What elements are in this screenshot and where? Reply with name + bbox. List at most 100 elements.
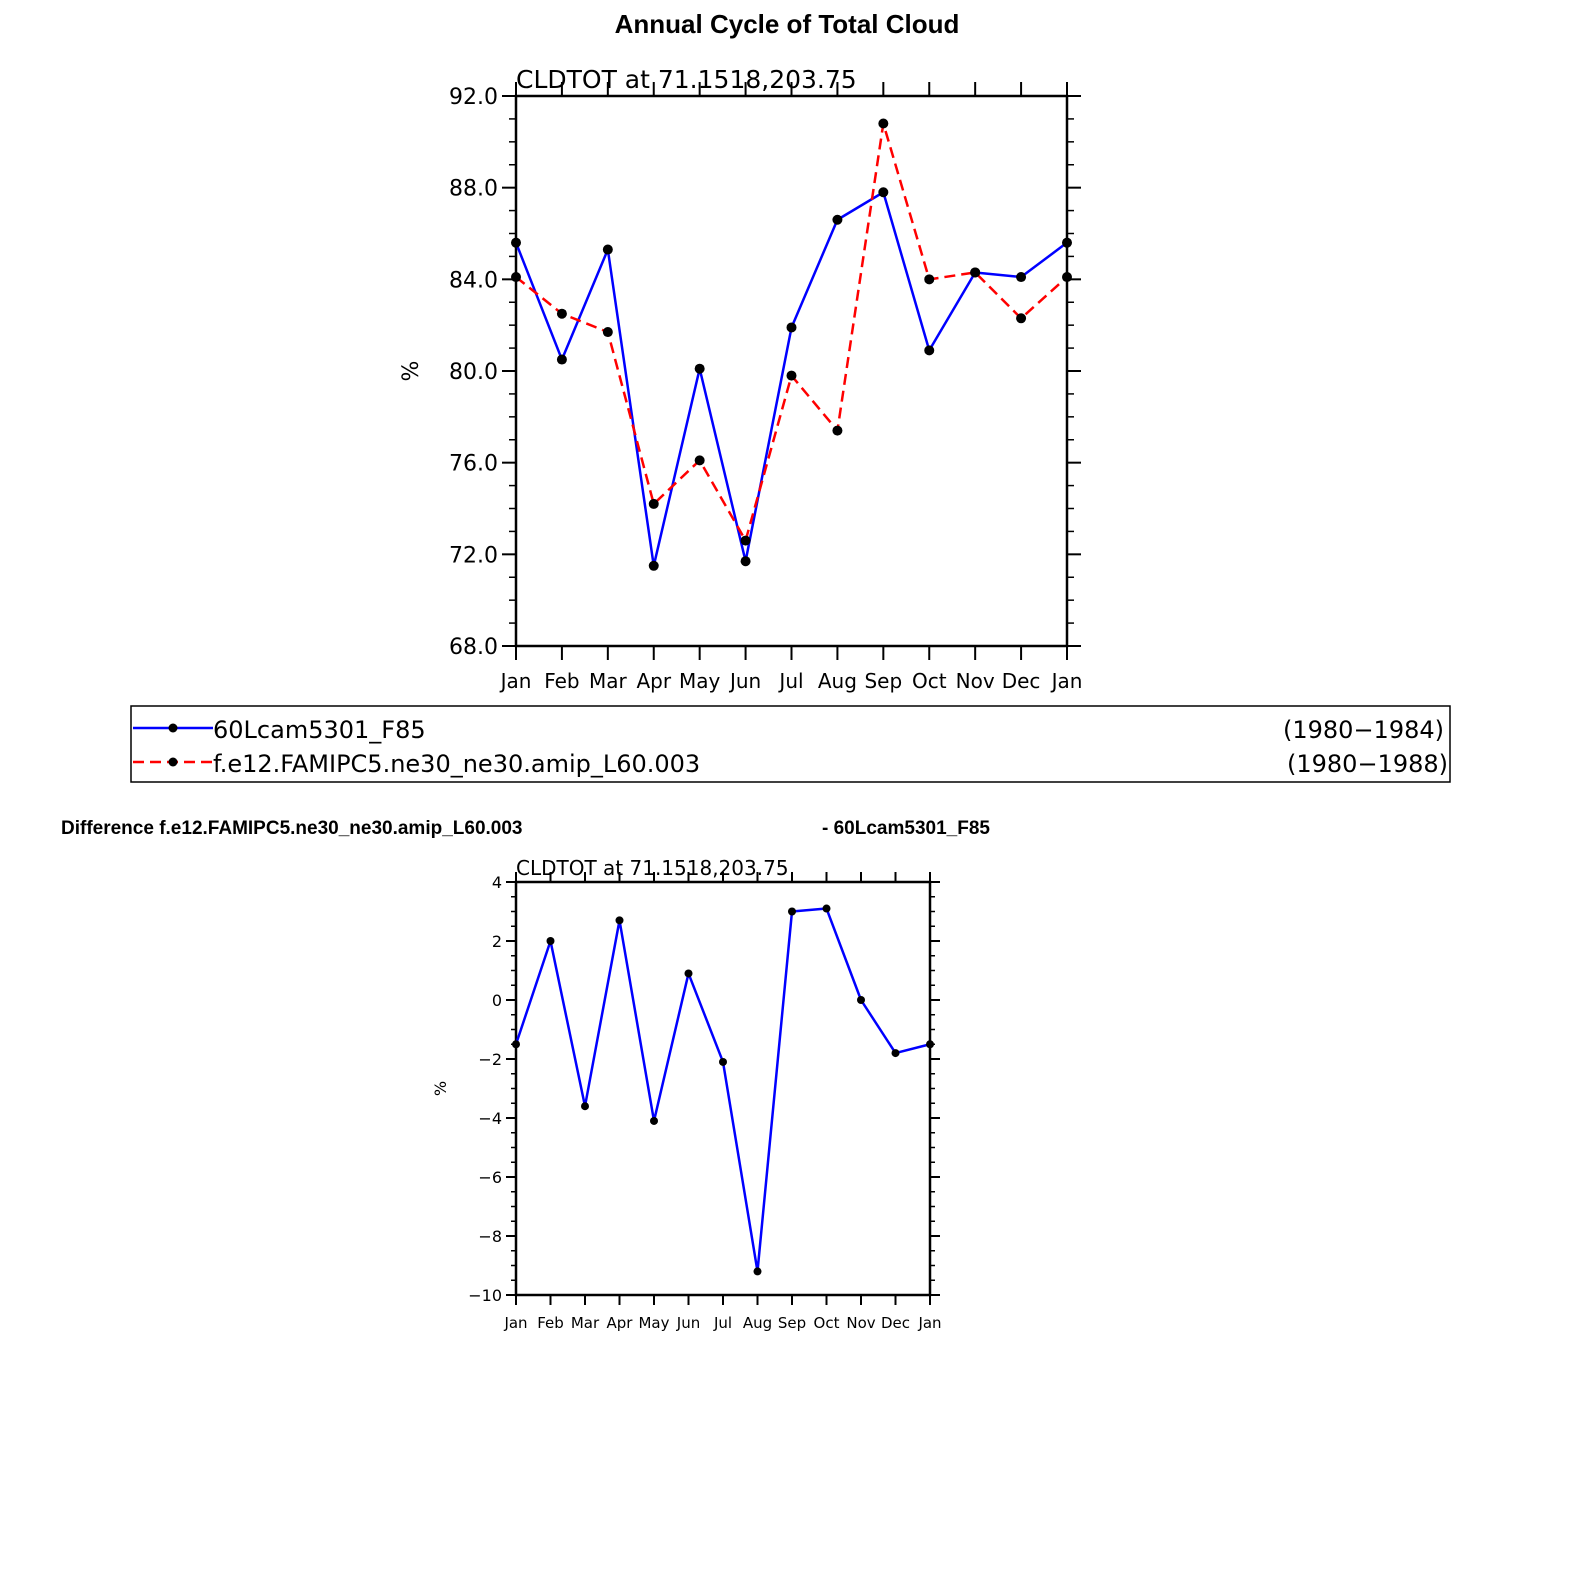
chart-subtitle: CLDTOT at 71.1518,203.75	[516, 65, 857, 94]
data-point-1	[556, 308, 567, 319]
x-tick-label: Feb	[537, 1314, 564, 1332]
x-tick-label: Jan	[917, 1314, 941, 1332]
y-tick-label: −4	[478, 1109, 502, 1128]
top-chart: 68.0 72.0 76.0 80.0 84.0 88.0 92.0 Jan Feb Mar Apr…	[399, 65, 1082, 693]
y-tick-label: 76.0	[449, 452, 498, 477]
data-point-0	[1062, 237, 1072, 248]
y-tick-label: 68.0	[449, 635, 498, 660]
data-point-1	[648, 498, 659, 509]
data-point-0	[511, 237, 521, 248]
x-tick-label: Nov	[846, 1314, 875, 1332]
y-tick-label: 0	[492, 991, 502, 1010]
x-tick-label: Oct	[912, 669, 947, 693]
legend-marker-red	[168, 757, 178, 767]
y-axis-label: %	[399, 361, 424, 382]
difference-title-right: - 60Lcam5301_F85	[822, 818, 990, 839]
data-point-0	[719, 1057, 727, 1066]
legend-box: 60Lcam5301_F85 (1980−1984) f.e12.FAMIPC5…	[130, 705, 1451, 783]
data-point-0	[556, 354, 567, 365]
data-point-1	[878, 118, 889, 129]
x-tick-label: Nov	[956, 669, 995, 693]
data-point-0	[694, 363, 705, 374]
difference-title-left: Difference f.e12.FAMIPC5.ne30_ne30.amip_…	[61, 818, 523, 839]
plot-frame	[514, 880, 932, 1297]
data-point-0	[926, 1040, 934, 1049]
x-tick-label: May	[679, 669, 721, 693]
data-point-0	[822, 904, 831, 913]
y-tick-label: 84.0	[449, 268, 498, 293]
legend-years-2: (1980−1988)	[1287, 750, 1448, 778]
data-point-0	[650, 1116, 658, 1125]
x-tick-label: Apr	[636, 669, 671, 693]
y-tick-label: 72.0	[449, 543, 498, 568]
series-line-0	[514, 907, 931, 1273]
y-tick-label: 2	[492, 932, 502, 951]
legend-entry-1: 60Lcam5301_F85 (1980−1984)	[133, 716, 1444, 744]
data-point-0	[1016, 272, 1027, 283]
y-tick-label: 4	[492, 873, 502, 892]
data-point-0	[546, 937, 555, 945]
x-tick-label: Sep	[864, 669, 902, 693]
data-point-0	[924, 345, 935, 356]
y-tick-label: −2	[478, 1050, 502, 1069]
x-tick-label: Sep	[778, 1314, 806, 1332]
x-tick-label: Jan	[499, 669, 532, 693]
y-axis-label: %	[431, 1081, 450, 1096]
legend-border	[130, 705, 1451, 783]
x-tick-label: May	[638, 1314, 669, 1332]
x-tick-label: Jan	[503, 1314, 527, 1332]
legend-label-1: 60Lcam5301_F85	[213, 716, 426, 744]
x-tick-label: Mar	[571, 1314, 600, 1332]
x-tick-label: Dec	[1002, 669, 1041, 693]
y-tick-label: −8	[478, 1227, 502, 1246]
x-tick-label: Jan	[1050, 669, 1083, 693]
data-point-1	[970, 267, 981, 278]
data-point-0	[788, 907, 796, 916]
data-point-0	[878, 187, 889, 198]
data-point-0	[512, 1040, 520, 1049]
data-point-0	[740, 556, 751, 567]
legend-entry-2: f.e12.FAMIPC5.ne30_ne30.amip_L60.003 (19…	[133, 750, 1448, 778]
x-tick-label: Apr	[607, 1314, 634, 1332]
x-tick-label: Jul	[713, 1314, 732, 1332]
data-point-1	[832, 425, 843, 436]
y-tick-label: −6	[478, 1168, 502, 1187]
y-tick-label: 88.0	[449, 177, 498, 202]
data-point-1	[602, 327, 613, 338]
data-point-1	[694, 455, 705, 466]
data-point-1	[786, 370, 797, 381]
figure-title: Annual Cycle of Total Cloud	[615, 9, 960, 39]
data-point-0	[581, 1102, 589, 1111]
x-tick-label: Mar	[589, 669, 628, 693]
data-point-0	[684, 969, 693, 978]
data-point-0	[648, 560, 659, 571]
data-point-0	[753, 1267, 762, 1276]
x-tick-label: Jun	[728, 669, 761, 693]
legend-marker-blue	[168, 723, 178, 733]
x-tick-label: Feb	[544, 669, 579, 693]
data-point-0	[786, 322, 797, 333]
x-tick-label: Aug	[743, 1314, 772, 1332]
data-point-0	[602, 244, 613, 255]
x-tick-label: Aug	[818, 669, 857, 693]
data-point-1	[1062, 272, 1072, 283]
difference-chart: −10 −8 −6 −4 −2 0 2 4 Jan Feb Mar Apr May Jun Jul Aug Se…	[431, 856, 942, 1332]
legend-label-2: f.e12.FAMIPC5.ne30_ne30.amip_L60.003	[213, 750, 700, 778]
chart-subtitle: CLDTOT at 71.1518,203.75	[516, 856, 789, 880]
y-tick-label: −10	[468, 1286, 502, 1305]
x-tick-label: Jun	[676, 1314, 700, 1332]
data-point-1	[740, 535, 751, 546]
legend-years-1: (1980−1984)	[1283, 716, 1444, 744]
data-point-0	[891, 1049, 900, 1058]
data-point-1	[1016, 313, 1027, 324]
data-point-0	[615, 916, 624, 925]
data-point-0	[832, 214, 843, 225]
data-point-1	[924, 274, 935, 285]
x-tick-label: Oct	[814, 1314, 840, 1332]
data-point-1	[511, 272, 521, 283]
data-point-0	[857, 996, 865, 1004]
y-tick-label: 92.0	[449, 85, 498, 110]
x-tick-label: Dec	[881, 1314, 910, 1332]
x-tick-label: Jul	[777, 669, 803, 693]
